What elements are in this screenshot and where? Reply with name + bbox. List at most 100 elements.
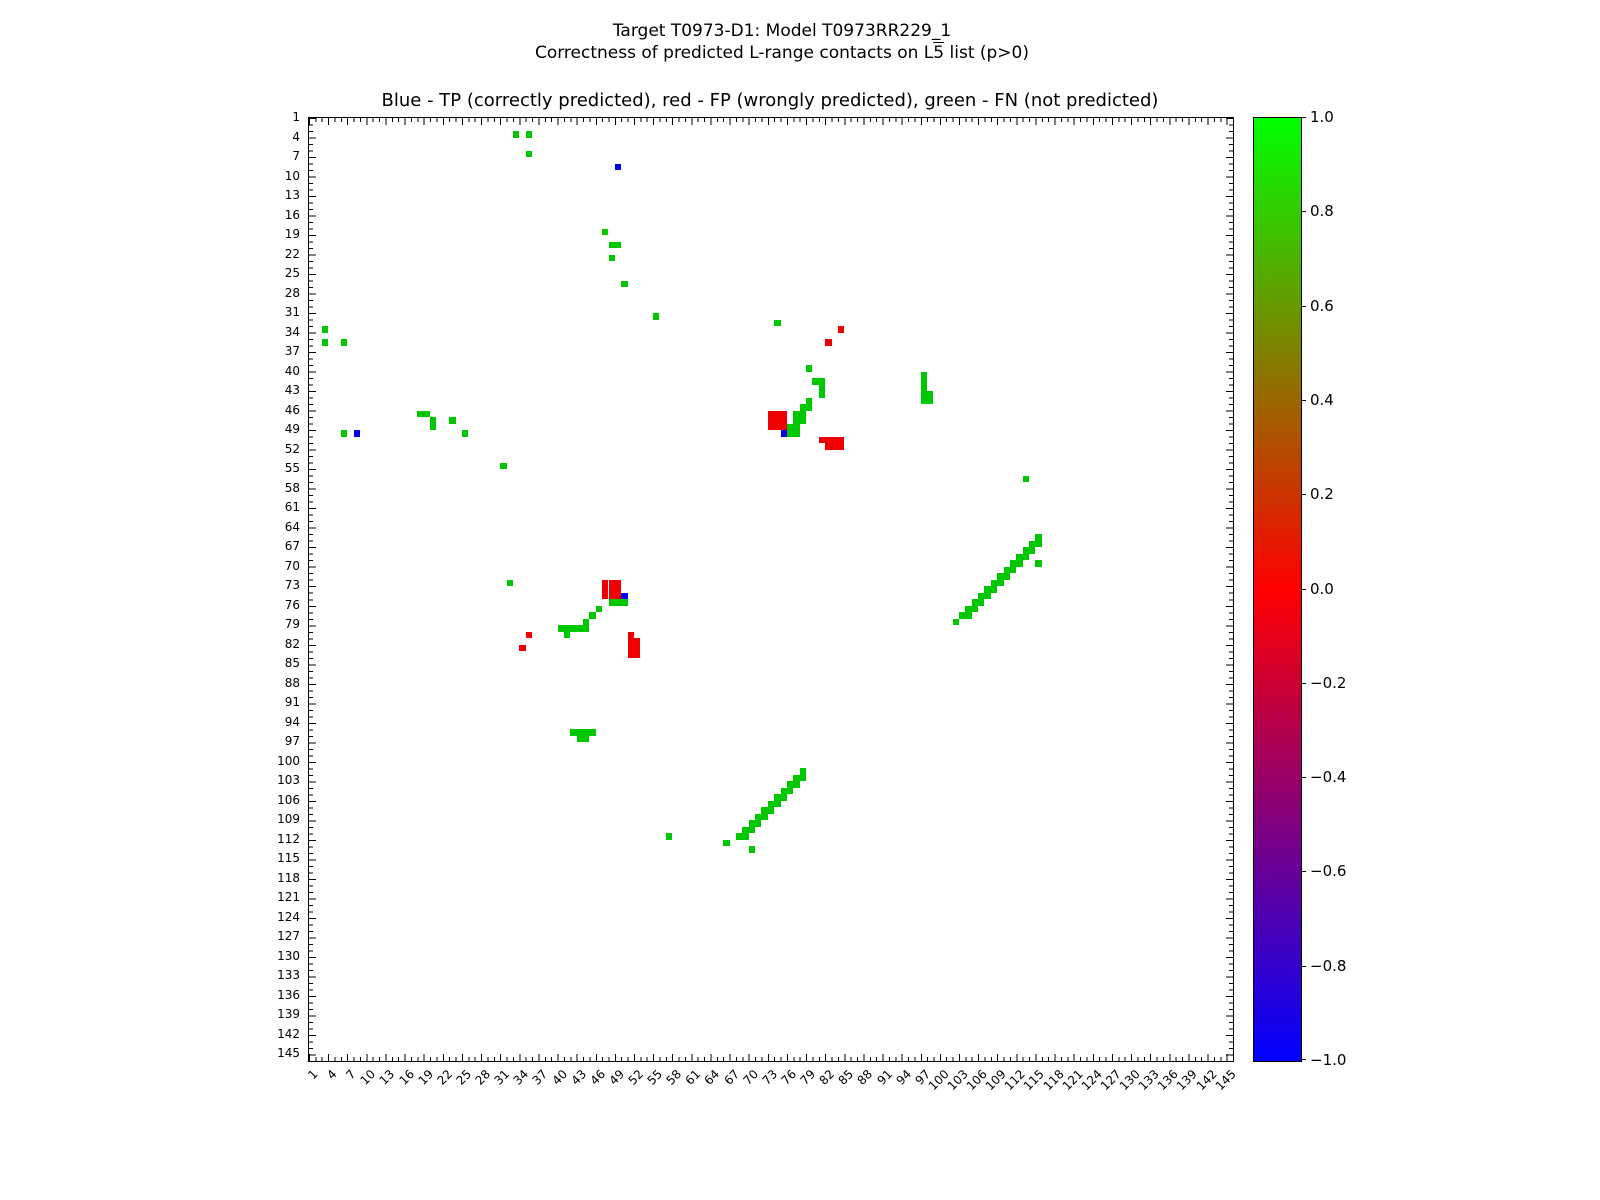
contact-cell-fp: [774, 410, 781, 418]
contact-cell-fp: [831, 443, 838, 450]
contact-cell-fp: [780, 423, 787, 431]
y-tick-label: 46: [284, 402, 300, 417]
contact-cell-fn: [614, 241, 622, 249]
contact-cell-fn: [563, 625, 571, 632]
x-tick-label: 7: [343, 1067, 359, 1083]
y-tick-label: 145: [277, 1046, 300, 1061]
y-tick-label: 127: [277, 929, 300, 944]
contact-cell-fp: [608, 586, 615, 593]
contact-cell-fn: [748, 846, 756, 853]
contact-cell-fp: [825, 339, 832, 346]
y-tick-label: 73: [284, 578, 300, 593]
y-tick-label: 43: [284, 383, 300, 398]
contact-cell-fn: [735, 833, 743, 840]
contact-cell-fn: [971, 605, 979, 613]
contact-cell-fn: [449, 417, 456, 424]
contact-cell-fn: [755, 813, 762, 821]
contact-cell-fp: [633, 638, 641, 645]
x-tick-label: 88: [854, 1067, 876, 1088]
contact-cell-fn: [653, 313, 660, 320]
contact-cell-fn: [786, 787, 794, 795]
contact-cell-fn: [614, 599, 622, 606]
x-tick-label: 94: [893, 1067, 914, 1088]
contact-cell-fn: [978, 599, 985, 606]
y-tick-label: 139: [277, 1007, 300, 1022]
contact-cell-fn: [570, 729, 577, 736]
contact-cell-fn: [1016, 560, 1023, 567]
colorbar-tick-label: −0.2: [1310, 673, 1347, 692]
contact-cell-fn: [920, 384, 928, 392]
contact-cell-fn: [1003, 566, 1010, 574]
y-tick-label: 100: [277, 753, 300, 768]
y-tick-label: 67: [284, 539, 300, 554]
y-tick-label: 79: [284, 617, 300, 632]
y-tick-label: 13: [284, 188, 300, 203]
contact-cell-fn: [971, 599, 979, 606]
contact-cell-fn: [525, 131, 533, 138]
y-tick-label: 34: [284, 324, 300, 339]
colorbar-tick-label: −0.6: [1310, 862, 1347, 881]
contact-cell-fn: [965, 605, 972, 613]
right-axis-minor-ticks: [1229, 118, 1233, 1061]
contact-cell-fp: [767, 423, 775, 431]
contact-cell-fn: [340, 339, 348, 346]
contact-cell-fn: [595, 605, 603, 613]
y-tick-label: 121: [277, 890, 300, 905]
contact-cell-fn: [997, 573, 1004, 580]
contact-cell-fn: [583, 625, 590, 632]
y-tick-label: 136: [277, 987, 300, 1002]
contact-cell-fn: [321, 326, 329, 333]
contact-cell-fn: [1003, 573, 1010, 580]
x-tick-label: 43: [568, 1067, 589, 1088]
colorbar-tick: [1301, 871, 1306, 873]
colorbar-tick: [1301, 399, 1306, 401]
contact-cell-fn: [920, 391, 928, 398]
contact-cell-fn: [818, 378, 826, 385]
contact-cell-fp: [608, 592, 615, 600]
contact-cell-fn: [978, 592, 985, 600]
contact-cell-fn: [500, 462, 507, 470]
contact-cell-fp: [525, 631, 533, 639]
colorbar-tick-label: 0.0: [1310, 579, 1334, 598]
x-tick-label: 22: [434, 1067, 455, 1088]
x-tick-label: 4: [324, 1067, 340, 1083]
contact-cell-fp: [519, 644, 526, 652]
y-tick-label: 97: [284, 734, 300, 749]
suptitle-line2-prefix: Correctness of predicted L-range contact…: [534, 43, 934, 63]
contact-cell-fp: [614, 579, 622, 587]
contact-cell-fp: [602, 586, 609, 593]
contact-cell-fn: [984, 586, 991, 593]
contact-cell-fn: [927, 391, 934, 398]
contact-cell-fn: [321, 339, 329, 346]
contact-cell-fp: [602, 579, 609, 587]
contact-cell-fn: [570, 625, 577, 632]
y-tick-label: 85: [284, 656, 300, 671]
colorbar-tick: [1301, 777, 1306, 779]
contact-cell-fp: [633, 651, 641, 658]
contact-cell-fn: [748, 826, 756, 834]
contact-cell-fn: [1016, 553, 1023, 561]
contact-cell-fn: [430, 417, 437, 424]
y-tick-label: 31: [284, 305, 300, 320]
x-tick-label: 1: [305, 1067, 321, 1083]
contact-cell-fn: [780, 787, 787, 795]
contact-cell-fp: [825, 436, 832, 444]
top-axis-major-ticks: [309, 118, 1233, 125]
x-axis-major-ticks: [309, 1054, 1233, 1061]
contact-cell-fn: [761, 813, 768, 821]
contact-cell-fp: [627, 631, 634, 639]
contact-cell-fn: [1035, 560, 1042, 567]
contact-cell-fn: [774, 319, 781, 327]
x-tick-label: 16: [396, 1067, 417, 1088]
y-tick-label: 22: [284, 246, 300, 261]
suptitle-line2-overline: 5: [933, 43, 945, 63]
contact-cell-fn: [806, 365, 813, 372]
contact-cell-fn: [799, 417, 807, 424]
contact-cell-fn: [774, 794, 781, 801]
y-tick-label: 1: [292, 110, 300, 124]
y-tick-label: 82: [284, 636, 300, 651]
contact-cell-fp: [627, 651, 634, 658]
y-tick-label: 115: [277, 851, 300, 866]
contact-cell-fn: [742, 826, 749, 834]
contact-cell-fn: [608, 599, 615, 606]
